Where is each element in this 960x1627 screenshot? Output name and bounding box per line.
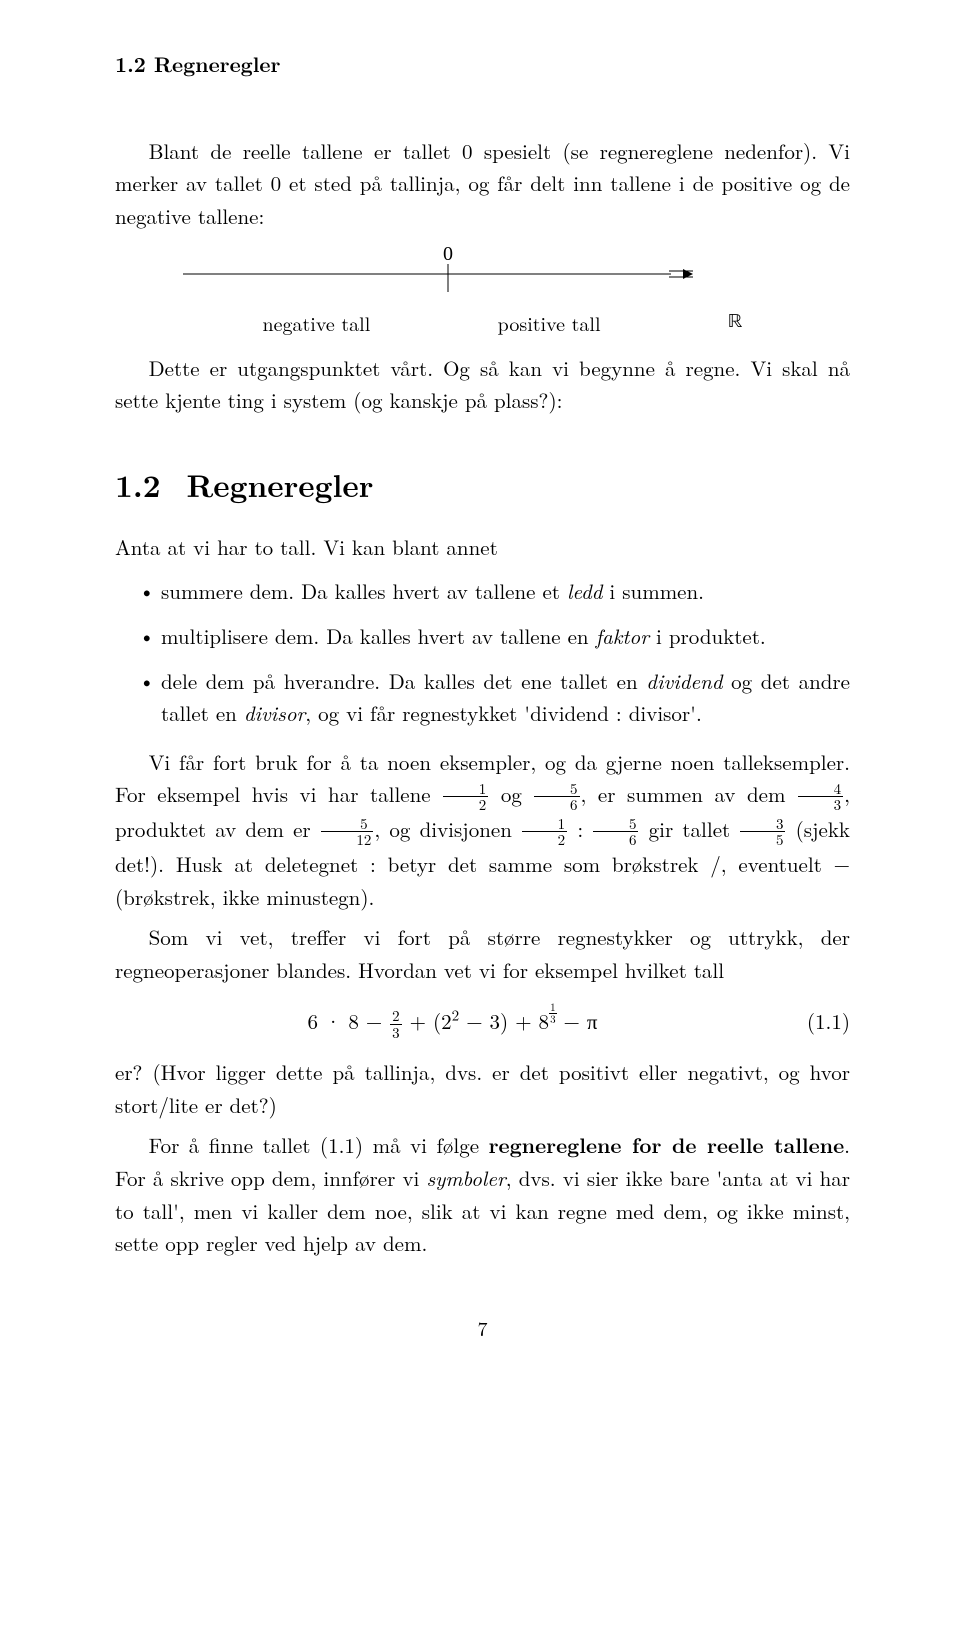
frac-5-6b: 56 xyxy=(593,816,638,849)
list-item: summere dem. Da kalles hvert av tallene … xyxy=(143,575,850,608)
list-item: multiplisere dem. Da kalles hvert av tal… xyxy=(143,620,850,653)
tail-p2-a: For å finne tallet (1.1) må vi følge xyxy=(149,1130,489,1160)
body-p1-e: , og divisjonen xyxy=(374,814,521,844)
frac-4-3: 43 xyxy=(798,781,843,814)
intro2-text: Dette er utgangspunktet vårt. Og så kan … xyxy=(115,353,850,416)
page: 1.2 Regneregler Blant de reelle tallene … xyxy=(0,0,960,1627)
intro-p2: Dette er utgangspunktet vårt. Og så kan … xyxy=(115,352,850,417)
eq-mid3: − π xyxy=(557,1006,598,1036)
b2-i: faktor xyxy=(596,621,649,651)
tail-p2-bold: regnereglene for de reelle tallene xyxy=(489,1130,845,1160)
section-heading: 1.2 Regneregler xyxy=(115,461,850,509)
intro-text: Blant de reelle tallene er tallet 0 spes… xyxy=(115,136,850,231)
b2-b: i produktet. xyxy=(649,621,766,651)
body-p1-c: , er summen av dem xyxy=(581,779,798,809)
body-p1-b: og xyxy=(489,779,533,809)
frac-5-12: 512 xyxy=(321,816,374,849)
equation: 6 · 8 − 23 + (22 − 3) + 813 − π xyxy=(115,1002,790,1040)
section-title: Regneregler xyxy=(187,463,374,507)
body-p1-f: : xyxy=(568,814,592,844)
b3-a: dele dem på hverandre. Da kalles det ene… xyxy=(161,666,646,696)
reals-symbol: ℝ xyxy=(728,307,743,338)
eq-sup-frac-1-3: 13 xyxy=(549,1002,557,1025)
page-number: 7 xyxy=(115,1312,850,1343)
b1-a: summere dem. Da kalles hvert av tallene … xyxy=(161,576,567,606)
intro-p1: Blant de reelle tallene er tallet 0 spes… xyxy=(115,135,850,233)
equation-number: (1.1) xyxy=(790,1005,850,1038)
b2-a: multiplisere dem. Da kalles hvert av tal… xyxy=(161,621,596,651)
body-p1: Vi får fort bruk for å ta noen eksempler… xyxy=(115,746,850,914)
eq-mid2: − 3) + 8 xyxy=(459,1006,549,1036)
b3-i2: divisor xyxy=(244,698,305,728)
neg-label: negative tall xyxy=(263,307,371,338)
pos-label: positive tall xyxy=(498,307,601,338)
frac-3-5: 35 xyxy=(740,816,785,849)
eq-pre: 6 · 8 − xyxy=(308,1006,390,1036)
numberline-labels: negative tall positive tall ℝ xyxy=(183,307,783,338)
body-p2-a: Som vi vet, treffer vi fort på større re… xyxy=(115,922,850,985)
running-head: 1.2 Regneregler xyxy=(115,48,850,81)
lead-text: Anta at vi har to tall. Vi kan blant ann… xyxy=(115,531,850,564)
frac-5-6: 56 xyxy=(534,781,579,814)
b3-i1: dividend xyxy=(646,666,722,696)
bullet-list: summere dem. Da kalles hvert av tallene … xyxy=(115,575,850,729)
body-p1-g: gir tallet xyxy=(639,814,739,844)
eq-frac-2-3: 23 xyxy=(390,1008,402,1041)
section-num: 1.2 xyxy=(115,463,161,507)
tail-p2: For å finne tallet (1.1) må vi følge reg… xyxy=(115,1129,850,1259)
b1-i: ledd xyxy=(567,576,602,606)
numberline-svg: 0 xyxy=(183,246,783,294)
eq-mid1: + (2 xyxy=(403,1006,452,1036)
tail-p1: er? (Hvor ligger dette på tallinja, dvs.… xyxy=(115,1056,850,1121)
b1-b: i summen. xyxy=(602,576,704,606)
tail-p2-i: symboler xyxy=(427,1163,506,1193)
frac-1-2b: 12 xyxy=(522,816,567,849)
equation-row: 6 · 8 − 23 + (22 − 3) + 813 − π (1.1) xyxy=(115,1002,850,1040)
zero-label: 0 xyxy=(443,246,453,265)
list-item: dele dem på hverandre. Da kalles det ene… xyxy=(143,665,850,730)
frac-1-2: 12 xyxy=(443,781,488,814)
numberline-diagram: 0 negative tall positive tall ℝ xyxy=(183,246,783,338)
body-p2: Som vi vet, treffer vi fort på større re… xyxy=(115,921,850,986)
b3-c: , og vi får regnestykket 'dividend : div… xyxy=(305,698,702,728)
